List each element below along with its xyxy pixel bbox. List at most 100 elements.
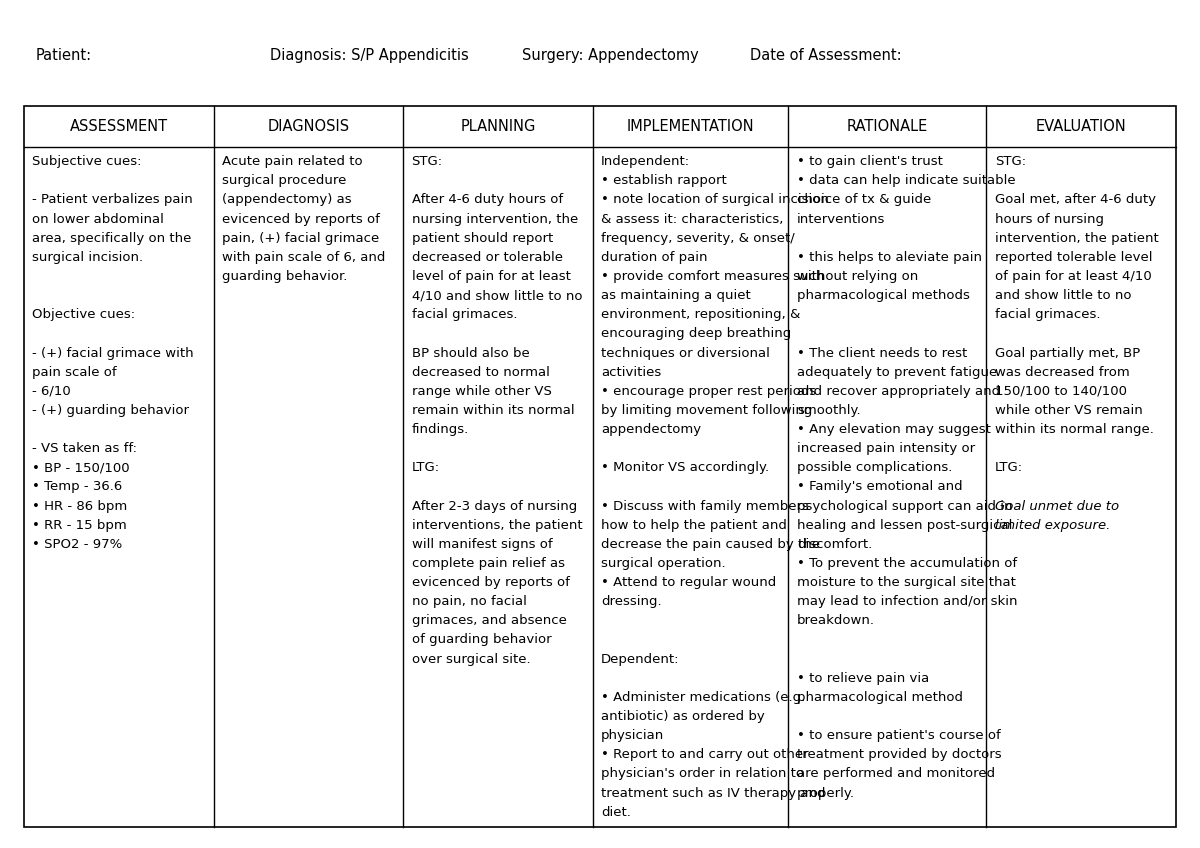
Text: • To prevent the accumulation of: • To prevent the accumulation of	[797, 557, 1016, 570]
Text: decreased to normal: decreased to normal	[412, 365, 550, 379]
Text: • Attend to regular wound: • Attend to regular wound	[601, 576, 776, 589]
Text: • Any elevation may suggest: • Any elevation may suggest	[797, 423, 991, 436]
Text: EVALUATION: EVALUATION	[1036, 119, 1127, 134]
Text: smoothly.: smoothly.	[797, 404, 860, 417]
Text: interventions, the patient: interventions, the patient	[412, 519, 582, 532]
Text: facial grimaces.: facial grimaces.	[995, 308, 1100, 321]
Text: hours of nursing: hours of nursing	[995, 213, 1104, 226]
Text: - Patient verbalizes pain: - Patient verbalizes pain	[32, 193, 193, 206]
Text: increased pain intensity or: increased pain intensity or	[797, 442, 974, 455]
Text: psychological support can aid in: psychological support can aid in	[797, 499, 1013, 512]
Text: while other VS remain: while other VS remain	[995, 404, 1142, 417]
Text: decrease the pain caused by the: decrease the pain caused by the	[601, 538, 821, 551]
Text: limited exposure.: limited exposure.	[995, 519, 1110, 532]
Text: - (+) facial grimace with: - (+) facial grimace with	[32, 347, 194, 360]
Text: reported tolerable level: reported tolerable level	[995, 251, 1152, 264]
Text: adequately to prevent fatigue: adequately to prevent fatigue	[797, 365, 997, 379]
Text: with pain scale of 6, and: with pain scale of 6, and	[222, 251, 385, 264]
Text: 4/10 and show little to no: 4/10 and show little to no	[412, 289, 582, 302]
Text: range while other VS: range while other VS	[412, 385, 552, 398]
Text: Patient:: Patient:	[36, 48, 92, 64]
Text: pain, (+) facial grimace: pain, (+) facial grimace	[222, 232, 379, 245]
Text: antibiotic) as ordered by: antibiotic) as ordered by	[601, 710, 764, 723]
Text: Dependent:: Dependent:	[601, 653, 679, 666]
Text: no pain, no facial: no pain, no facial	[412, 595, 527, 608]
Text: STG:: STG:	[995, 155, 1026, 168]
Text: • Administer medications (e.g.: • Administer medications (e.g.	[601, 691, 805, 704]
Text: Acute pain related to: Acute pain related to	[222, 155, 362, 168]
Text: discomfort.: discomfort.	[797, 538, 872, 551]
Text: and recover appropriately and: and recover appropriately and	[797, 385, 1000, 398]
Text: properly.: properly.	[797, 787, 854, 800]
Text: • The client needs to rest: • The client needs to rest	[797, 347, 967, 360]
Text: decreased or tolerable: decreased or tolerable	[412, 251, 563, 264]
Text: Surgery: Appendectomy: Surgery: Appendectomy	[522, 48, 698, 64]
Text: without relying on: without relying on	[797, 270, 918, 283]
Text: choice of tx & guide: choice of tx & guide	[797, 193, 931, 206]
Text: • to relieve pain via: • to relieve pain via	[797, 672, 929, 684]
Text: (appendectomy) as: (appendectomy) as	[222, 193, 352, 206]
Text: 150/100 to 140/100: 150/100 to 140/100	[995, 385, 1127, 398]
Text: treatment such as IV therapy and: treatment such as IV therapy and	[601, 787, 826, 800]
Text: Objective cues:: Objective cues:	[32, 308, 136, 321]
Text: healing and lessen post-surgical: healing and lessen post-surgical	[797, 519, 1012, 532]
Text: level of pain for at least: level of pain for at least	[412, 270, 570, 283]
Text: how to help the patient and: how to help the patient and	[601, 519, 787, 532]
Text: • Discuss with family members: • Discuss with family members	[601, 499, 809, 512]
Text: • Report to and carry out other: • Report to and carry out other	[601, 748, 809, 762]
Text: - (+) guarding behavior: - (+) guarding behavior	[32, 404, 190, 417]
Text: RATIONALE: RATIONALE	[847, 119, 928, 134]
Text: moisture to the surgical site that: moisture to the surgical site that	[797, 576, 1015, 589]
Text: by limiting movement following: by limiting movement following	[601, 404, 812, 417]
Text: - VS taken as ff:: - VS taken as ff:	[32, 442, 138, 455]
Text: - 6/10: - 6/10	[32, 385, 71, 398]
Text: grimaces, and absence: grimaces, and absence	[412, 614, 566, 628]
Text: facial grimaces.: facial grimaces.	[412, 308, 517, 321]
Text: was decreased from: was decreased from	[995, 365, 1129, 379]
Text: After 4-6 duty hours of: After 4-6 duty hours of	[412, 193, 563, 206]
Text: • note location of surgical incision: • note location of surgical incision	[601, 193, 829, 206]
Text: • SPO2 - 97%: • SPO2 - 97%	[32, 538, 122, 551]
Text: • establish rapport: • establish rapport	[601, 175, 727, 187]
Text: • provide comfort measures such: • provide comfort measures such	[601, 270, 824, 283]
Text: • to ensure patient's course of: • to ensure patient's course of	[797, 729, 1001, 742]
Text: area, specifically on the: area, specifically on the	[32, 232, 192, 245]
Text: DIAGNOSIS: DIAGNOSIS	[268, 119, 349, 134]
Text: as maintaining a quiet: as maintaining a quiet	[601, 289, 751, 302]
Text: nursing intervention, the: nursing intervention, the	[412, 213, 578, 226]
Text: Independent:: Independent:	[601, 155, 690, 168]
Text: • RR - 15 bpm: • RR - 15 bpm	[32, 519, 127, 532]
Text: • this helps to aleviate pain: • this helps to aleviate pain	[797, 251, 982, 264]
Text: • BP - 150/100: • BP - 150/100	[32, 461, 130, 474]
Text: Goal met, after 4-6 duty: Goal met, after 4-6 duty	[995, 193, 1156, 206]
Text: breakdown.: breakdown.	[797, 614, 875, 628]
Text: duration of pain: duration of pain	[601, 251, 708, 264]
Text: surgical incision.: surgical incision.	[32, 251, 144, 264]
Text: physician: physician	[601, 729, 665, 742]
Text: surgical operation.: surgical operation.	[601, 557, 726, 570]
Text: encouraging deep breathing: encouraging deep breathing	[601, 327, 792, 340]
Text: may lead to infection and/or skin: may lead to infection and/or skin	[797, 595, 1018, 608]
Text: Date of Assessment:: Date of Assessment:	[750, 48, 901, 64]
Text: evicenced by reports of: evicenced by reports of	[412, 576, 570, 589]
Text: diet.: diet.	[601, 806, 631, 818]
Text: over surgical site.: over surgical site.	[412, 653, 530, 666]
Text: IMPLEMENTATION: IMPLEMENTATION	[626, 119, 755, 134]
Text: frequency, severity, & onset/: frequency, severity, & onset/	[601, 232, 794, 245]
Text: pain scale of: pain scale of	[32, 365, 118, 379]
Text: treatment provided by doctors: treatment provided by doctors	[797, 748, 1002, 762]
Text: of guarding behavior: of guarding behavior	[412, 633, 551, 646]
Text: interventions: interventions	[797, 213, 886, 226]
Text: dressing.: dressing.	[601, 595, 662, 608]
Text: Goal unmet due to: Goal unmet due to	[995, 499, 1118, 512]
Text: remain within its normal: remain within its normal	[412, 404, 575, 417]
Text: • to gain client's trust: • to gain client's trust	[797, 155, 943, 168]
Text: appendectomy: appendectomy	[601, 423, 701, 436]
Text: After 2-3 days of nursing: After 2-3 days of nursing	[412, 499, 577, 512]
Text: • Temp - 36.6: • Temp - 36.6	[32, 481, 122, 494]
Text: ASSESSMENT: ASSESSMENT	[70, 119, 168, 134]
Text: activities: activities	[601, 365, 661, 379]
Text: • HR - 86 bpm: • HR - 86 bpm	[32, 499, 127, 512]
Text: • Family's emotional and: • Family's emotional and	[797, 481, 962, 494]
Bar	[24, 106, 1176, 827]
